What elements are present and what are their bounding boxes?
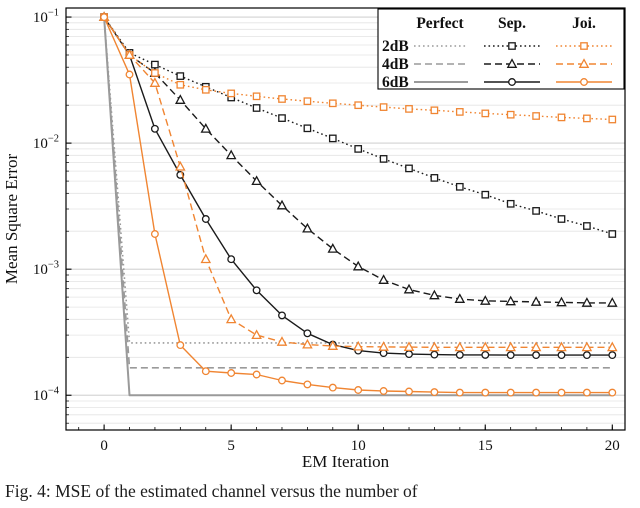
x-tick-label: 10 <box>351 438 366 454</box>
series-perfect-2db <box>103 17 613 344</box>
x-tick-label: 0 <box>100 438 108 454</box>
x-tick-label: 20 <box>605 438 620 454</box>
y-tick-label: 10−1 <box>33 8 59 27</box>
series-perfect-6db <box>103 17 613 397</box>
x-tick-label: 5 <box>227 438 235 454</box>
legend-row-label-6db: 6dB <box>382 74 409 91</box>
y-tick-label: 10−4 <box>33 386 60 405</box>
mse-line-chart: 0 5 10 15 20 10−1 10−2 10−3 10−4 EM Iteration Mean… <box>2 7 626 471</box>
legend-row-label-2db: 2dB <box>382 38 409 55</box>
figure-caption: Fig. 4: MSE of the estimated channel ver… <box>5 481 418 501</box>
x-axis-label: EM Iteration <box>302 452 390 471</box>
y-tick-label: 10−3 <box>33 260 59 279</box>
legend-row-label-4db: 4dB <box>382 56 409 73</box>
y-axis-label: Mean Square Error <box>2 154 21 285</box>
x-tick-label: 15 <box>478 438 493 454</box>
legend-col-header-joi: Joi. <box>572 15 596 32</box>
y-tick-label: 10−2 <box>33 134 59 153</box>
series-joi-6db <box>100 13 617 397</box>
legend-col-header-perfect: Perfect <box>416 15 464 32</box>
series-perfect-4db <box>103 17 613 369</box>
legend-col-header-sep: Sep. <box>498 15 526 32</box>
